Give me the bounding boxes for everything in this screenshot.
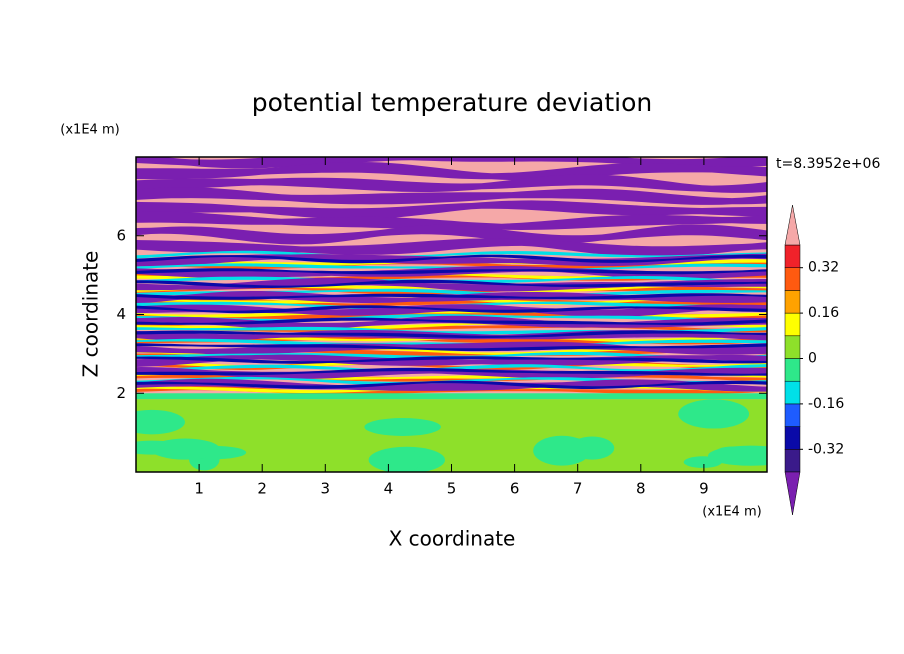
field-band — [136, 338, 767, 347]
y-axis-label: Z coordinate — [79, 251, 103, 378]
field-band — [136, 310, 767, 320]
field-band — [136, 315, 767, 330]
field-band — [136, 211, 767, 231]
colorbar-over — [784, 204, 801, 246]
contour-field — [136, 157, 767, 472]
colorbar-segment — [784, 426, 801, 450]
field-blob — [678, 399, 750, 429]
colorbar-segment — [784, 358, 801, 382]
colorbar-tick-label: 0.32 — [808, 260, 839, 276]
x-tick-label: 5 — [447, 480, 457, 498]
time-annotation: t=8.3952e+06 — [776, 156, 880, 172]
colorbar-segment — [784, 335, 801, 359]
field-band — [136, 330, 767, 339]
colorbar-segment — [784, 449, 801, 473]
field-band — [136, 305, 767, 314]
field-band — [136, 343, 767, 352]
field-blob — [708, 445, 767, 466]
field-band — [136, 279, 767, 288]
y-unit: (x1E4 m) — [60, 123, 119, 138]
field-blob — [136, 409, 185, 435]
colorbar-segment — [784, 267, 801, 291]
colorbar-segment — [784, 380, 801, 405]
colorbar-under — [784, 471, 801, 516]
colorbar-segment — [784, 312, 801, 337]
field-band — [136, 174, 767, 193]
field-band — [136, 187, 767, 205]
x-unit: (x1E4 m) — [702, 505, 761, 520]
x-tick-label: 3 — [321, 480, 331, 498]
field-band — [136, 378, 767, 392]
field-band — [136, 277, 767, 292]
colorbar-segment — [784, 290, 801, 314]
field-band — [136, 356, 767, 364]
field-band — [136, 200, 767, 220]
field-band — [136, 351, 767, 360]
field-blob — [364, 418, 441, 436]
field-band — [136, 224, 767, 245]
field-band — [136, 268, 767, 275]
field-band — [136, 364, 767, 373]
field-band — [136, 367, 767, 380]
field-band — [136, 293, 767, 300]
x-tick-label: 2 — [257, 480, 267, 498]
colorbar-tick-label: 0.16 — [808, 305, 839, 321]
x-tick-label: 8 — [636, 480, 646, 498]
field-band — [136, 276, 767, 284]
colorbar: 0.32 0.16 0 -0.16 -0.32 — [784, 204, 844, 516]
colorbar-tick-label: -0.32 — [808, 441, 844, 457]
field-band — [136, 317, 767, 326]
field-band — [136, 341, 767, 355]
x-tick-label: 6 — [510, 480, 520, 498]
chart-title: potential temperature deviation — [252, 88, 652, 117]
field-band — [136, 253, 767, 267]
colorbar-segment — [784, 244, 801, 268]
y-tick-label: 4 — [116, 305, 126, 323]
field-band — [136, 367, 767, 376]
x-tick-label: 7 — [573, 480, 583, 498]
colorbar-segment — [784, 403, 801, 427]
field-blob — [533, 435, 591, 466]
field-lower — [136, 399, 767, 472]
field-blob — [376, 447, 421, 472]
x-tick-label: 9 — [699, 480, 709, 498]
y-tick-label: 6 — [116, 226, 126, 244]
colorbar-tick-label: 0 — [808, 351, 817, 367]
field-band — [136, 162, 767, 181]
y-tick-label: 2 — [116, 384, 126, 402]
x-axis-label: X coordinate — [389, 527, 516, 551]
field-transition — [136, 393, 767, 400]
x-tick-label: 4 — [384, 480, 394, 498]
field-band — [136, 250, 767, 259]
colorbar-tick-label: -0.16 — [808, 396, 844, 412]
field-band — [136, 380, 767, 389]
x-tick-label: 1 — [194, 480, 204, 498]
axes: 1 2 3 4 5 6 7 8 9 2 4 6 — [116, 156, 768, 498]
field-band — [136, 254, 767, 264]
field-blob — [150, 438, 220, 460]
